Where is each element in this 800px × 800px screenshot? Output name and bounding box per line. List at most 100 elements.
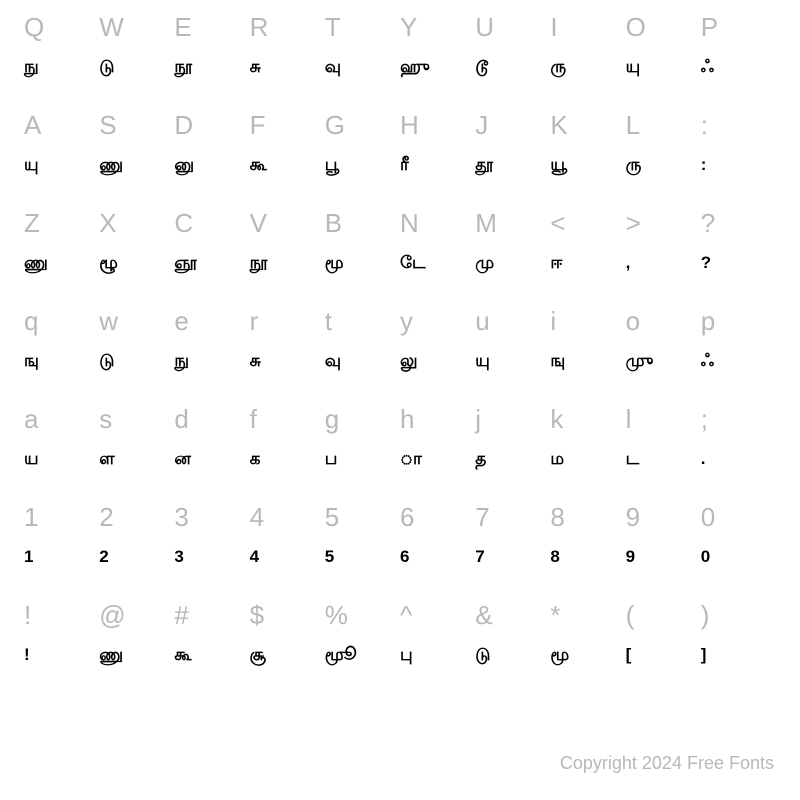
glyph: 3 <box>174 548 183 565</box>
char-cell: dன <box>174 406 249 504</box>
char-cell: 22 <box>99 504 174 602</box>
char-cell: G பூ <box>325 112 400 210</box>
key-label: 9 <box>626 504 641 530</box>
char-cell: Kயூ <box>550 112 625 210</box>
key-label: 8 <box>550 504 565 530</box>
key-label: a <box>24 406 39 432</box>
glyph: ஙு <box>24 352 38 369</box>
key-label: e <box>174 308 189 334</box>
key-label: f <box>250 406 258 432</box>
glyph: வு <box>325 58 341 75</box>
char-cell: @ணு <box>99 602 174 700</box>
key-label: ^ <box>400 602 413 628</box>
glyph: யு <box>24 156 38 173</box>
char-cell: Bமூ <box>325 210 400 308</box>
char-cell: Xழூ <box>99 210 174 308</box>
char-cell: :: <box>701 112 776 210</box>
char-cell: gப <box>325 406 400 504</box>
char-cell: 11 <box>24 504 99 602</box>
key-label: 0 <box>701 504 716 530</box>
key-label: O <box>626 14 647 40</box>
glyph: 2 <box>99 548 108 565</box>
key-label: D <box>174 112 193 138</box>
glyph: கூ <box>250 156 267 173</box>
glyph: பூ <box>325 156 339 173</box>
key-label: ( <box>626 602 635 628</box>
key-label: C <box>174 210 193 236</box>
key-label: y <box>400 308 414 334</box>
glyph: நு <box>174 352 188 369</box>
char-cell: jத <box>475 406 550 504</box>
char-cell: Aயு <box>24 112 99 210</box>
key-label: Q <box>24 14 45 40</box>
key-label: l <box>626 406 632 432</box>
key-label: J <box>475 112 489 138</box>
char-cell: Qநு <box>24 14 99 112</box>
char-cell: e நு <box>174 308 249 406</box>
char-cell: Wடு <box>99 14 174 112</box>
key-label: I <box>550 14 558 40</box>
key-label: r <box>250 308 259 334</box>
glyph: ஈ <box>550 254 562 271</box>
char-cell: U டூ <box>475 14 550 112</box>
key-label: 4 <box>250 504 265 530</box>
char-cell: Sணு <box>99 112 174 210</box>
key-label: j <box>475 406 481 432</box>
char-cell: C ஞூ <box>174 210 249 308</box>
glyph: ரீ <box>400 156 408 173</box>
key-label: o <box>626 308 641 334</box>
key-label: k <box>550 406 564 432</box>
glyph: 4 <box>250 548 259 565</box>
glyph: நூ <box>250 254 267 271</box>
glyph: நூ <box>174 58 191 75</box>
glyph: : <box>701 156 706 173</box>
character-map-grid: QநுWடுEநூRசுTவுYஹுUடூIருOயுPஃAயுSணுDனுFக… <box>0 0 800 700</box>
glyph: முு <box>626 352 653 369</box>
key-label: w <box>99 308 118 334</box>
glyph: வு <box>325 352 341 369</box>
glyph: ள <box>99 450 114 467</box>
char-cell: sள <box>99 406 174 504</box>
key-label: V <box>250 210 268 236</box>
glyph: டூ <box>475 58 487 75</box>
key-label: G <box>325 112 346 138</box>
char-cell: Hரீ <box>400 112 475 210</box>
char-cell: Eநூ <box>174 14 249 112</box>
glyph: யூ <box>550 156 566 173</box>
glyph: கூ <box>174 646 191 663</box>
glyph: லு <box>400 352 417 369</box>
key-label: t <box>325 308 333 334</box>
key-label: > <box>626 210 642 236</box>
key-label: h <box>400 406 415 432</box>
key-label: ! <box>24 602 32 628</box>
key-label: 5 <box>325 504 340 530</box>
char-cell: Rசு <box>250 14 325 112</box>
char-cell: y லு <box>400 308 475 406</box>
key-label: U <box>475 14 494 40</box>
glyph: 9 <box>626 548 635 565</box>
char-cell: )] <box>701 602 776 700</box>
glyph: ரு <box>550 58 565 75</box>
key-label: q <box>24 308 39 334</box>
glyph: யு <box>475 352 489 369</box>
char-cell: 00 <box>701 504 776 602</box>
glyph: க <box>250 450 260 467</box>
key-label: 6 <box>400 504 415 530</box>
glyph: டு <box>475 646 490 663</box>
glyph: ட <box>626 450 639 467</box>
glyph: ஞூ <box>174 254 196 271</box>
char-cell: Yஹு <box>400 14 475 112</box>
key-label: Z <box>24 210 40 236</box>
key-label: : <box>701 112 709 138</box>
char-cell: >, <box>626 210 701 308</box>
glyph: ! <box>24 646 29 663</box>
glyph: ஹு <box>400 58 429 75</box>
char-cell: ?? <box>701 210 776 308</box>
key-label: T <box>325 14 341 40</box>
glyph: 5 <box>325 548 334 565</box>
glyph: டே <box>400 254 425 271</box>
char-cell: o முு <box>626 308 701 406</box>
char-cell: 66 <box>400 504 475 602</box>
char-cell: rசு <box>250 308 325 406</box>
key-label: i <box>550 308 556 334</box>
